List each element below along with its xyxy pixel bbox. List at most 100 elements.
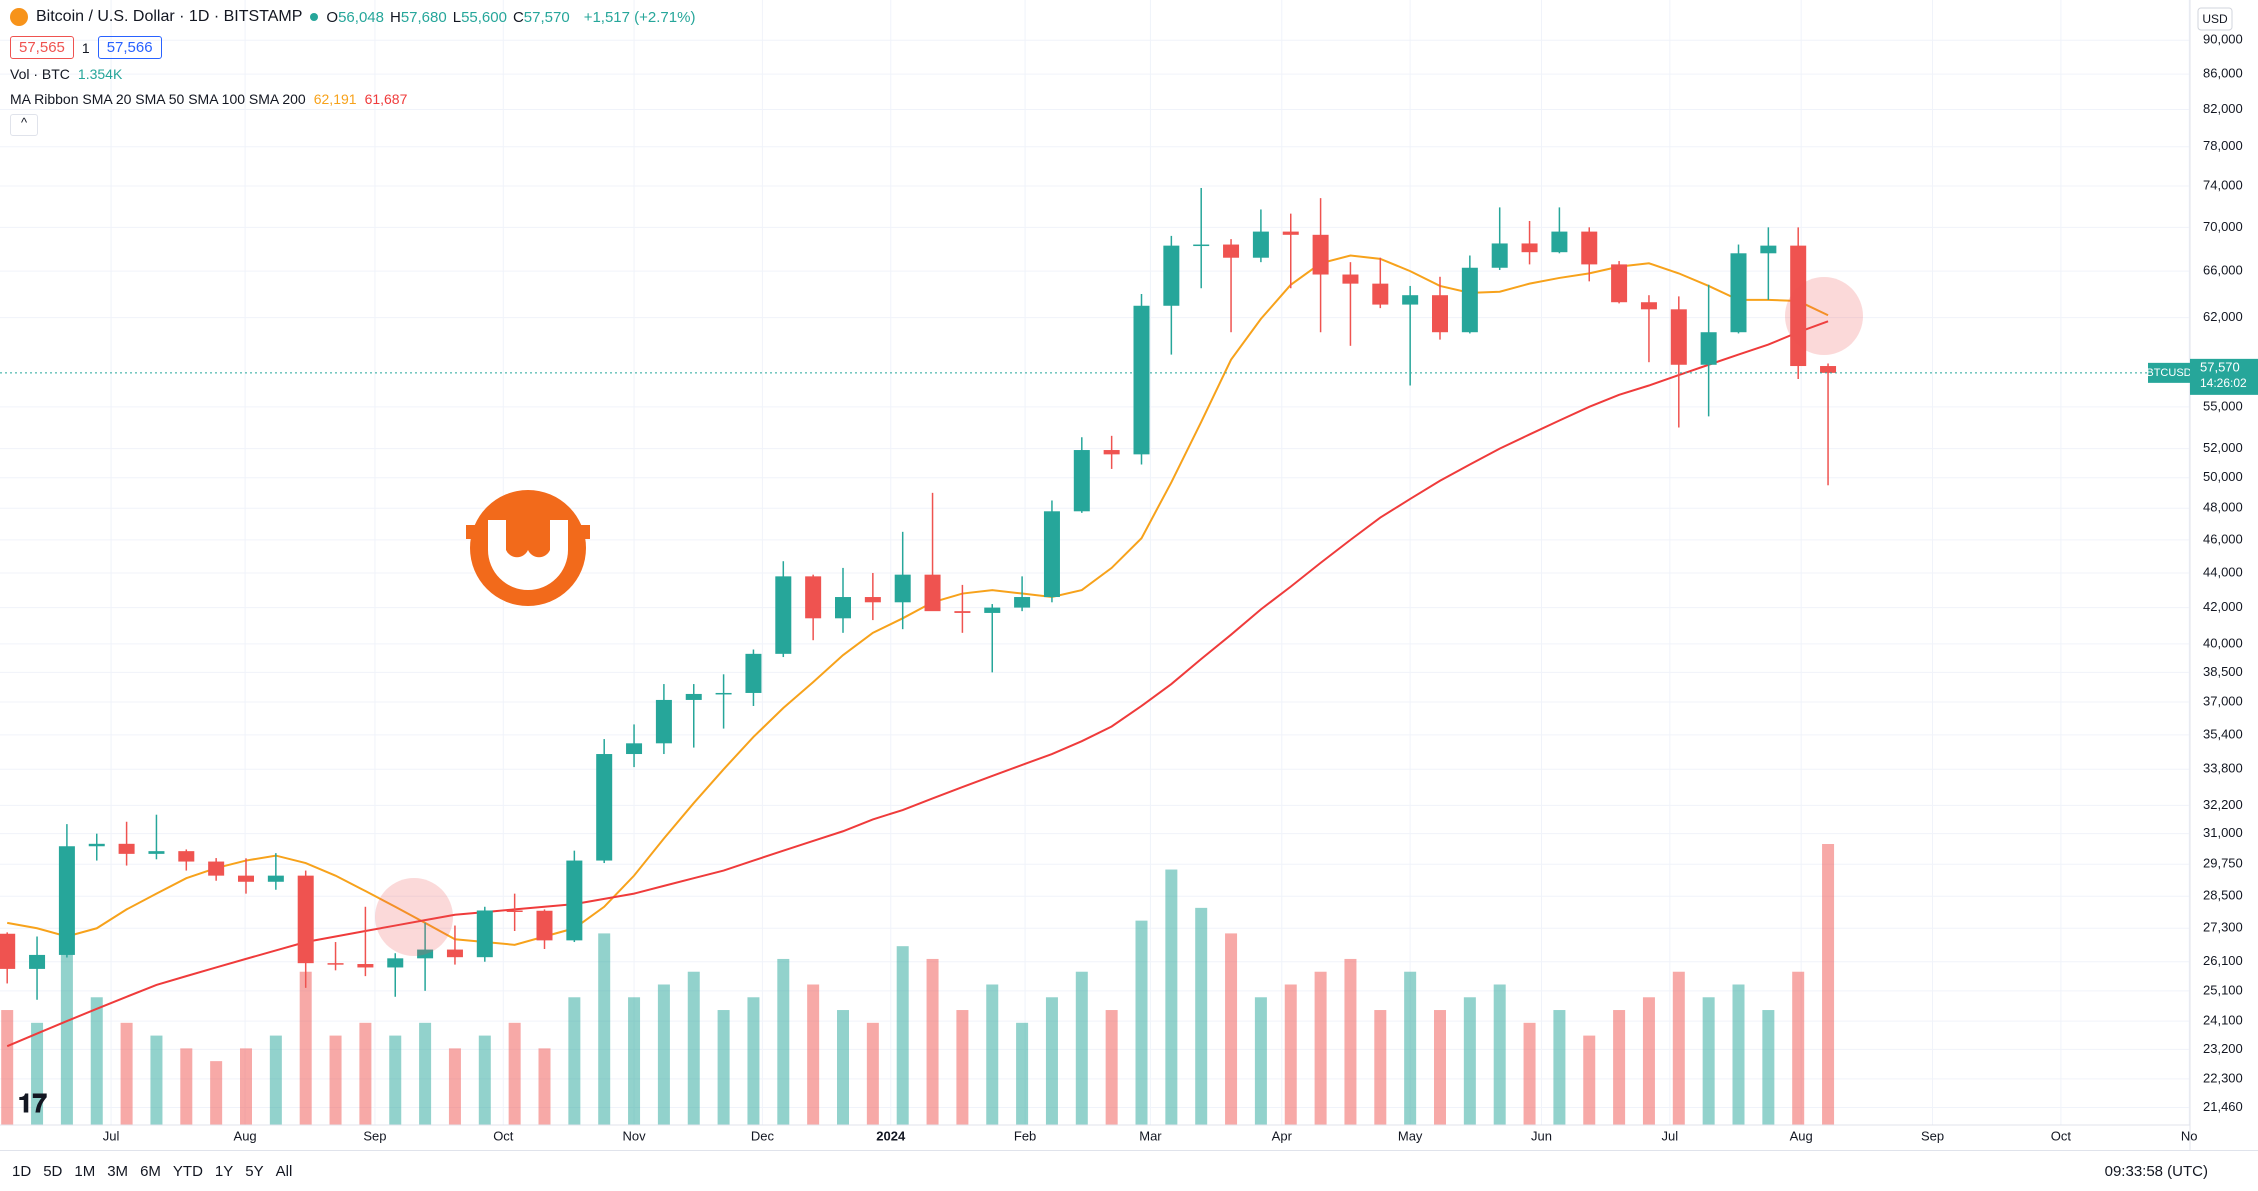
- volume-label: Vol · BTC: [10, 66, 70, 82]
- volume-bar: [1404, 971, 1417, 1125]
- volume-bar: [1523, 1022, 1536, 1125]
- candle-body: [655, 699, 672, 744]
- ohlc-value: 56,048: [338, 8, 384, 26]
- x-tick-label: Jul: [1662, 1128, 1679, 1143]
- y-tick-label: 50,000: [2203, 469, 2243, 484]
- volume-bar: [598, 933, 611, 1125]
- candle-body: [1043, 511, 1060, 598]
- volume-bar: [150, 1035, 163, 1125]
- y-tick-label: 42,000: [2203, 599, 2243, 614]
- ohlc: O56,048 H57,680 L55,600 C57,570: [326, 9, 575, 26]
- x-tick-label: Nov: [622, 1128, 646, 1143]
- candle-body: [1014, 597, 1031, 608]
- volume-bar: [1284, 984, 1297, 1125]
- candle-body: [685, 693, 702, 700]
- candle-body: [476, 910, 493, 958]
- volume-bar: [210, 1061, 223, 1125]
- range-button[interactable]: 5Y: [245, 1162, 264, 1180]
- ohlc-value: 55,600: [461, 8, 507, 26]
- collapse-button[interactable]: ^: [10, 114, 38, 136]
- x-tick-label: Jun: [1531, 1128, 1552, 1143]
- volume-bar: [1702, 997, 1715, 1125]
- volume-bar: [1195, 907, 1208, 1125]
- range-button[interactable]: 1D: [12, 1162, 32, 1180]
- x-tick-label: No: [2181, 1128, 2198, 1143]
- toolbar: 1D 5D 1M 3M 6M YTD 1Y 5Y All 09:33:58 (UTC): [0, 1150, 2258, 1191]
- x-tick-label: Aug: [1790, 1128, 1813, 1143]
- candle-body: [835, 597, 851, 619]
- candle-body: [29, 954, 46, 969]
- volume-bar: [269, 1035, 282, 1125]
- y-tick-label: 44,000: [2203, 564, 2243, 579]
- range-button[interactable]: 1M: [74, 1162, 96, 1180]
- ohlc-key: O: [326, 8, 339, 26]
- x-tick-label: Dec: [751, 1128, 775, 1143]
- logo: [466, 490, 590, 606]
- candle-body: [1193, 244, 1210, 247]
- x-tick-label: Apr: [1272, 1128, 1293, 1143]
- x-tick-label: Jul: [103, 1128, 120, 1143]
- candle-body: [1073, 450, 1090, 512]
- volume-bar: [1045, 997, 1058, 1125]
- x-tick-label: Oct: [2051, 1128, 2072, 1143]
- candle-body: [1670, 309, 1687, 365]
- volume-bar: [299, 971, 312, 1125]
- x-tick-label: 2024: [876, 1128, 906, 1143]
- volume-bar: [538, 1048, 551, 1125]
- volume-bar: [1344, 958, 1357, 1125]
- range-button[interactable]: 3M: [107, 1162, 129, 1180]
- candle-body: [58, 846, 75, 955]
- y-tick-label: 48,000: [2203, 500, 2243, 515]
- symbol[interactable]: Bitcoin / U.S. Dollar · 1D · BITSTAMP: [36, 8, 303, 25]
- volume-bar: [1553, 1010, 1566, 1125]
- candle-body: [1372, 283, 1389, 305]
- symbol-icon: [10, 8, 28, 26]
- range-button[interactable]: 1Y: [214, 1162, 234, 1180]
- range-button[interactable]: 6M: [140, 1162, 161, 1180]
- candle-body: [1640, 302, 1657, 310]
- y-tick-label: 26,100: [2203, 953, 2243, 968]
- candle-body: [148, 851, 165, 854]
- x-tick-label: Mar: [1139, 1128, 1162, 1143]
- volume-bar: [31, 1022, 44, 1125]
- range-button[interactable]: 5D: [43, 1162, 63, 1180]
- price-tag-symbol: BTCUSD: [2146, 367, 2191, 379]
- buy-price[interactable]: 57,566: [97, 36, 162, 59]
- volume-bar: [478, 1035, 491, 1125]
- candle-body: [1432, 295, 1448, 333]
- tv-logo: 𝟏𝟕: [18, 1088, 47, 1118]
- sell-price[interactable]: 57,565: [10, 36, 74, 59]
- y-tick-label: 52,000: [2203, 440, 2243, 455]
- range-button[interactable]: YTD: [172, 1162, 203, 1180]
- volume-bar: [896, 946, 909, 1125]
- volume-bar: [448, 1048, 461, 1125]
- clock: 09:33:58 (UTC): [2104, 1162, 2208, 1180]
- candle-body: [327, 963, 344, 965]
- ribbon-value: 61,687: [364, 91, 408, 107]
- volume-bar: [1642, 997, 1655, 1125]
- ohlc-key: L: [452, 8, 462, 26]
- y-tick-label: 22,300: [2203, 1070, 2243, 1085]
- volume-bar: [1613, 1010, 1626, 1125]
- y-tick-label: 33,800: [2203, 761, 2243, 776]
- ohlc-key: H: [389, 8, 401, 26]
- y-tick-label: 38,500: [2203, 664, 2243, 679]
- y-tick-label: 66,000: [2203, 263, 2243, 278]
- candle-body: [1491, 243, 1508, 268]
- volume-bar: [120, 1022, 133, 1125]
- candle-body: [446, 949, 463, 958]
- volume-bar: [866, 1022, 879, 1125]
- y-tick-label: 32,200: [2203, 797, 2243, 812]
- candle-body: [745, 653, 762, 693]
- candle-body: [1581, 231, 1598, 265]
- candle-body: [1252, 231, 1269, 258]
- candle-body: [1611, 264, 1628, 303]
- range-button[interactable]: All: [275, 1162, 293, 1180]
- volume-bar: [329, 1035, 342, 1125]
- status-dot: [310, 13, 319, 21]
- candle-body: [1730, 253, 1747, 333]
- candle-body: [1700, 332, 1717, 365]
- currency-box[interactable]: [2197, 7, 2233, 31]
- trade-row: 57,565 1 57,566: [10, 36, 162, 59]
